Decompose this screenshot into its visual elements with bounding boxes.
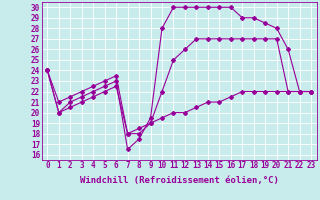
X-axis label: Windchill (Refroidissement éolien,°C): Windchill (Refroidissement éolien,°C) <box>80 176 279 185</box>
